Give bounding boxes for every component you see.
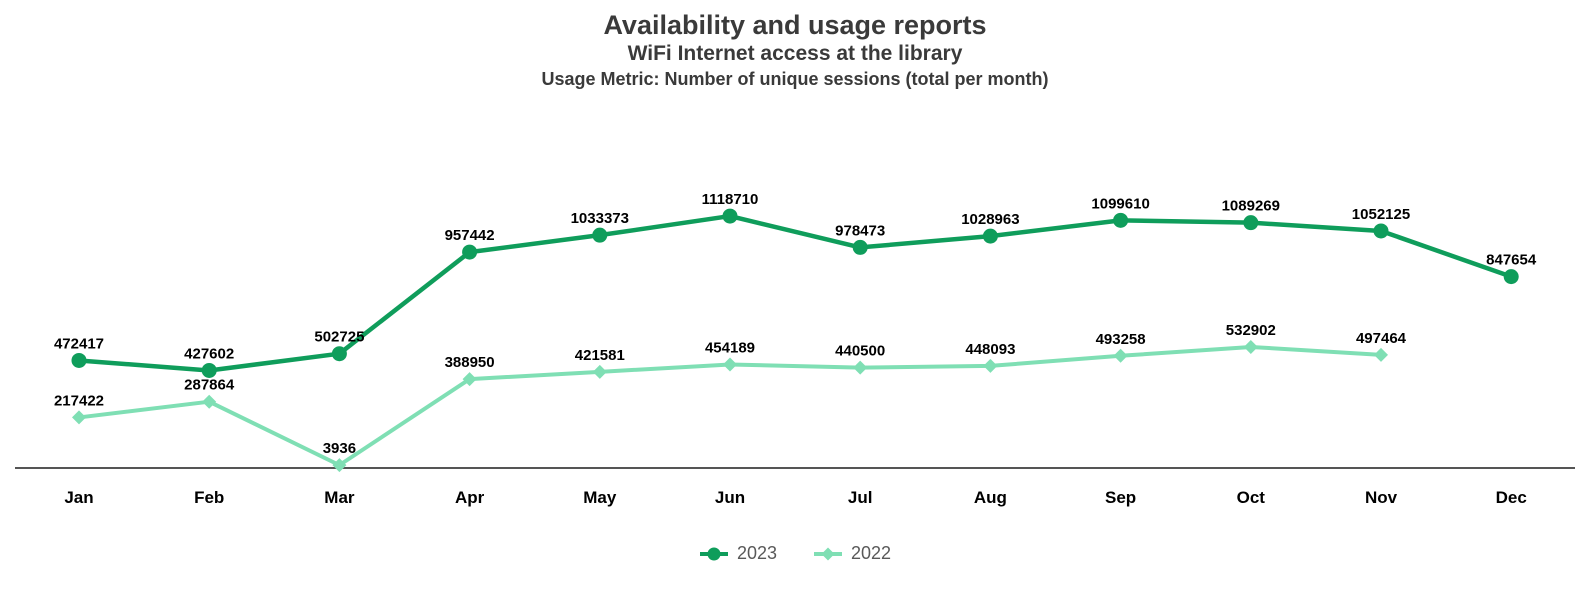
x-axis-label-dec: Dec: [1496, 488, 1527, 507]
data-point-2022-feb[interactable]: [202, 394, 217, 409]
data-label-2022-oct: 532902: [1226, 322, 1276, 339]
data-point-2023-feb[interactable]: [201, 362, 217, 378]
data-point-2022-nov[interactable]: [1374, 347, 1388, 362]
chart-subtitle: WiFi Internet access at the library: [627, 42, 963, 66]
x-axis-label-jan: Jan: [64, 488, 93, 507]
series-line-2023: [78, 213, 1512, 373]
x-axis-label-sep: Sep: [1105, 488, 1136, 507]
data-label-2023-jun: 1118710: [702, 191, 759, 208]
data-label-2023-jan: 472417: [54, 335, 104, 352]
data-label-2022-mar: 3936: [323, 440, 356, 457]
data-point-2023-apr[interactable]: [462, 244, 478, 260]
data-point-2022-jun[interactable]: [723, 357, 737, 372]
data-point-2023-sep[interactable]: [1113, 212, 1129, 228]
data-label-2023-sep: 1099610: [1091, 195, 1149, 212]
data-label-2023-aug: 1028963: [961, 211, 1019, 228]
data-point-2022-jul[interactable]: [853, 360, 868, 375]
x-axis-label-mar: Mar: [324, 488, 355, 507]
data-label-2022-jul: 440500: [835, 343, 885, 360]
data-point-2022-sep[interactable]: [1113, 348, 1128, 363]
legend-label-2023: 2023: [736, 543, 777, 563]
data-point-2023-dec[interactable]: [1503, 269, 1519, 285]
data-point-2023-aug[interactable]: [982, 228, 998, 244]
data-point-2022-may[interactable]: [592, 364, 607, 379]
legend-circle-icon: [699, 547, 728, 560]
legend-label-2022: 2022: [851, 543, 892, 563]
data-label-2023-jul: 978473: [835, 222, 885, 239]
x-axis-label-feb: Feb: [194, 488, 224, 507]
x-axis-label-may: May: [583, 488, 617, 507]
data-point-2023-may[interactable]: [592, 227, 608, 243]
data-label-2023-mar: 502725: [314, 329, 364, 346]
x-axis-label-jul: Jul: [848, 488, 873, 507]
data-label-2022-sep: 493258: [1096, 331, 1146, 348]
data-point-2022-mar[interactable]: [332, 458, 347, 473]
legend-item-2023[interactable]: 2023: [699, 543, 777, 564]
data-label-2022-jun: 454189: [705, 340, 755, 357]
chart-header: Availability and usage reports WiFi Inte…: [0, 10, 1590, 92]
data-point-2023-jul[interactable]: [852, 239, 868, 255]
data-label-2022-nov: 497464: [1356, 330, 1407, 347]
x-axis-label-aug: Aug: [974, 488, 1007, 507]
data-point-2022-oct[interactable]: [1243, 339, 1258, 354]
chart-legend: 2023 2022: [0, 543, 1590, 564]
data-point-2023-oct[interactable]: [1243, 215, 1259, 231]
data-label-2022-feb: 287864: [184, 377, 235, 394]
legend-item-2022[interactable]: 2022: [813, 543, 891, 564]
data-point-2022-apr[interactable]: [462, 372, 477, 387]
chart-metric-line: Usage Metric: Number of unique sessions …: [541, 69, 1049, 90]
data-label-2023-feb: 427602: [184, 345, 234, 362]
data-label-2022-aug: 448093: [965, 341, 1015, 358]
data-point-2023-nov[interactable]: [1373, 223, 1389, 239]
data-point-2023-jan[interactable]: [71, 352, 87, 368]
data-point-2022-aug[interactable]: [983, 358, 998, 373]
data-label-2023-dec: 847654: [1486, 252, 1537, 269]
data-label-2023-apr: 957442: [445, 227, 495, 244]
x-axis-label-nov: Nov: [1365, 488, 1398, 507]
data-point-2023-mar[interactable]: [331, 346, 347, 362]
data-label-2023-oct: 1089269: [1222, 198, 1280, 215]
x-axis-label-oct: Oct: [1237, 488, 1266, 507]
data-label-2023-nov: 1052125: [1352, 206, 1410, 223]
data-label-2023-may: 1033373: [571, 210, 629, 227]
chart-title: Availability and usage reports: [603, 10, 987, 40]
data-label-2022-may: 421581: [575, 347, 625, 364]
data-label-2022-apr: 388950: [445, 354, 495, 371]
data-point-2023-jun[interactable]: [722, 208, 738, 224]
x-axis-label-apr: Apr: [455, 488, 485, 507]
legend-diamond-icon: [814, 547, 842, 560]
data-point-2022-jan[interactable]: [72, 410, 86, 425]
data-label-2022-jan: 217422: [54, 392, 104, 409]
x-axis-label-jun: Jun: [715, 488, 745, 507]
